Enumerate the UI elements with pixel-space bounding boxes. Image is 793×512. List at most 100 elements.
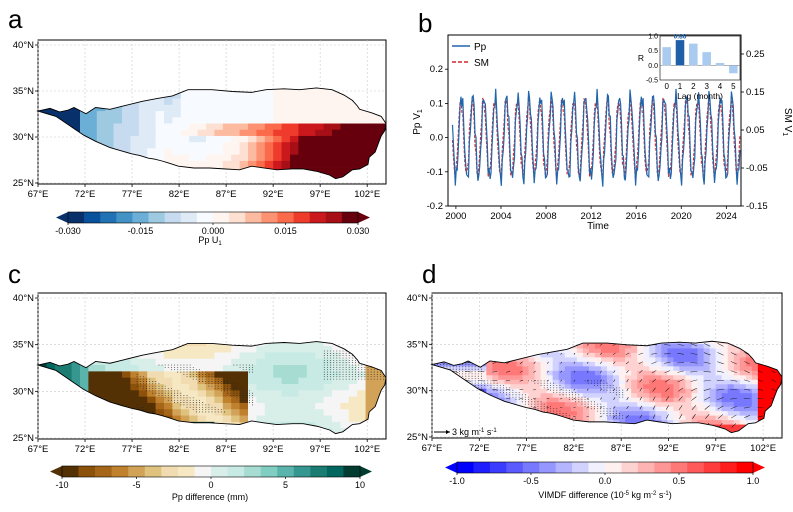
map-cell (273, 346, 283, 353)
map-cell (540, 402, 548, 408)
map-cell (138, 371, 148, 379)
flux-vector (573, 361, 576, 364)
map-cell (703, 415, 711, 421)
map-cell (113, 135, 123, 143)
map-cell (751, 366, 759, 372)
map-cell (564, 388, 572, 394)
map-cell (273, 87, 283, 93)
significance-dot (158, 395, 160, 396)
map-cell (703, 393, 711, 399)
significance-dot (242, 366, 244, 368)
significance-dot (622, 392, 624, 393)
map-cell (147, 148, 157, 156)
significance-dot (142, 406, 144, 408)
significance-dot (208, 385, 210, 387)
colorbar-swatch (522, 462, 540, 473)
map-cell (306, 135, 316, 143)
map-cell (206, 371, 215, 379)
flux-vector (677, 353, 685, 355)
map-cell (88, 365, 98, 372)
significance-dot (145, 385, 148, 387)
map-cell (685, 343, 692, 349)
map-cell (290, 409, 299, 416)
map-cell (189, 129, 199, 137)
significance-dot (333, 352, 335, 354)
map-cell (239, 92, 249, 99)
map-cell (685, 348, 692, 354)
map-cell (281, 383, 291, 391)
map-cell (374, 371, 383, 379)
flux-vector (639, 405, 643, 410)
map-cell (564, 397, 572, 403)
map-cell (273, 154, 283, 162)
flux-vector (586, 352, 589, 355)
significance-dot (136, 374, 138, 375)
map-cell (214, 160, 224, 168)
map-cell (582, 379, 590, 385)
flux-vector (600, 361, 602, 364)
map-cell (697, 366, 705, 372)
map-cell (306, 148, 316, 156)
lon-tick-label: 72°E (469, 443, 490, 454)
flux-vector (704, 405, 710, 410)
significance-dot (351, 371, 353, 373)
map-cell (155, 358, 165, 366)
flux-vector (692, 414, 696, 419)
map-cell (709, 348, 717, 354)
map-cell (290, 154, 299, 162)
significance-dot (223, 388, 226, 389)
map-cell (306, 154, 316, 162)
map-cell (189, 383, 199, 391)
significance-dot (345, 355, 347, 357)
significance-dot (326, 376, 328, 378)
map-cell (180, 365, 190, 372)
map-cell (248, 160, 257, 168)
flux-vector (705, 414, 710, 419)
significance-dot (230, 390, 232, 392)
map-cell (281, 104, 291, 112)
significance-dot (619, 389, 621, 391)
map-cell (582, 348, 590, 354)
significance-dot (155, 388, 157, 389)
significance-dot (205, 371, 207, 373)
map-cell (88, 117, 98, 124)
significance-dot (556, 392, 558, 393)
significance-dot (480, 375, 483, 377)
map-cell (721, 411, 729, 416)
significance-dot (502, 387, 504, 389)
map-cell (540, 397, 548, 403)
map-cell (673, 415, 680, 421)
significance-dot (145, 381, 148, 382)
map-cell (528, 366, 536, 372)
map-cell (649, 393, 656, 399)
significance-dot (248, 364, 250, 366)
significance-dot (198, 378, 201, 380)
significance-dot (333, 374, 335, 375)
x-tick-label: 2020 (671, 211, 692, 222)
map-cell (189, 409, 199, 416)
flux-vector (547, 361, 549, 364)
significance-dot (477, 375, 479, 377)
significance-dot (477, 382, 479, 384)
map-cell (214, 390, 224, 397)
colorbar-swatch (621, 462, 639, 473)
map-cell (522, 375, 530, 381)
map-cell (534, 402, 542, 408)
significance-dot (364, 371, 366, 373)
map-cell (239, 402, 249, 410)
map-cell (739, 361, 747, 367)
significance-dot (174, 369, 176, 371)
map-cell (582, 393, 590, 399)
map-cell (576, 411, 584, 416)
significance-dot (217, 385, 219, 387)
map-cell (206, 135, 215, 143)
significance-dot (336, 376, 338, 378)
inset-y-tick-label: 1.0 (648, 34, 658, 41)
map-cell (290, 341, 299, 347)
map-cell (197, 396, 207, 404)
map-cell (546, 397, 554, 403)
significance-dot (323, 357, 325, 359)
significance-dot (223, 383, 226, 385)
map-cell (197, 341, 207, 347)
significance-dot (373, 369, 375, 371)
